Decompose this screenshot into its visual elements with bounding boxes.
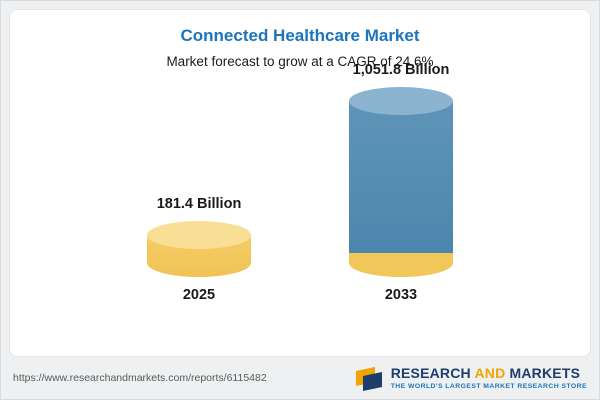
logo-word-research: RESEARCH [390, 365, 471, 382]
bar-group-2025: 181.4 Billion 2025 [129, 196, 269, 303]
bar-group-2033: 1,051.8 Billion 2033 [331, 62, 471, 303]
bar-2025-top [147, 221, 251, 249]
source-url: https://www.researchandmarkets.com/repor… [13, 372, 267, 384]
logo-wordmark: RESEARCH AND MARKETS [391, 365, 580, 381]
category-label-2025: 2025 [182, 287, 216, 303]
logo-word-and: AND [474, 365, 506, 382]
chart-title: Connected Healthcare Market [180, 26, 420, 45]
logo-text: RESEARCH AND MARKETS THE WORLD'S LARGEST… [391, 365, 587, 391]
bar-chart: 181.4 Billion 2025 1,051.8 Billion 2033 [10, 62, 590, 303]
logo-word-markets: MARKETS [509, 365, 581, 382]
value-label-2033: 1,051.8 Billion [352, 62, 450, 78]
logo: RESEARCH AND MARKETS THE WORLD'S LARGEST… [354, 363, 587, 393]
logo-tagline: THE WORLD'S LARGEST MARKET RESEARCH STOR… [390, 383, 587, 391]
category-label-2033: 2033 [384, 287, 418, 303]
bar-2033-top [349, 87, 453, 115]
chart-card: Connected Healthcare Market Market forec… [9, 9, 591, 357]
bar-2033-body [349, 101, 453, 253]
footer: https://www.researchandmarkets.com/repor… [1, 357, 599, 399]
value-label-2025: 181.4 Billion [156, 196, 242, 212]
logo-icon [355, 367, 382, 391]
bar-2033-gold-base [349, 251, 453, 277]
chart-subtitle: Market forecast to grow at a CAGR of 24.… [166, 54, 434, 69]
bar-2025 [147, 221, 251, 277]
bar-2033 [349, 87, 453, 277]
